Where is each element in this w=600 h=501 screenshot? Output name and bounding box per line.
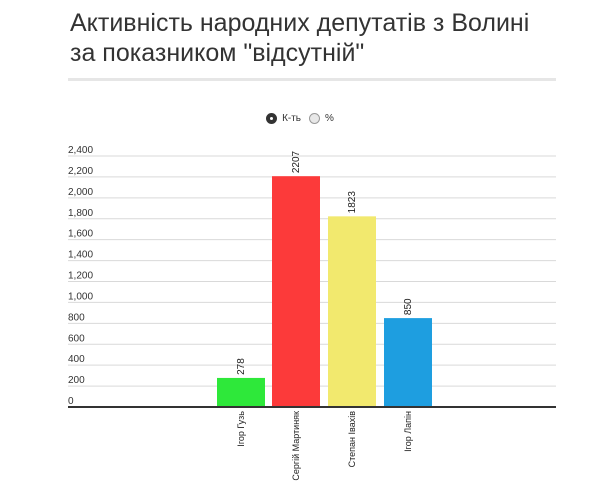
y-tick-label: 0 [68, 396, 74, 407]
category-label: Сергій Мартиняк [291, 411, 301, 481]
y-tick-label: 1,400 [68, 250, 93, 261]
chart-title: Активність народних депутатів з Волині з… [70, 9, 530, 67]
data-label: 850 [403, 298, 414, 315]
radio-unselected-icon[interactable] [309, 112, 321, 124]
bar [384, 318, 432, 407]
y-tick-label: 1,200 [68, 271, 93, 282]
category-label: Степан Івахів [347, 411, 357, 468]
radio-selected-icon[interactable] [266, 112, 278, 124]
category-label: Ігор Гузь [236, 411, 246, 447]
y-tick-label: 2,200 [68, 166, 93, 177]
y-tick-label: 800 [68, 312, 85, 323]
bar [328, 216, 376, 407]
y-tick-label: 1,800 [68, 208, 93, 219]
y-tick-label: 600 [68, 333, 85, 344]
toggle-label-count: К-ть [282, 112, 302, 124]
toggle-option-count[interactable]: К-ть [266, 112, 302, 124]
bar [272, 176, 320, 407]
title-divider [68, 78, 556, 81]
y-tick-label: 1,000 [68, 291, 93, 302]
y-tick-label: 2,000 [68, 187, 93, 198]
y-tick-label: 1,600 [68, 229, 93, 240]
toggle-label-percent: % [325, 112, 334, 124]
category-label: Ігор Лапін [403, 411, 413, 452]
y-tick-label: 2,400 [68, 145, 93, 156]
metric-toggle: К-ть % [0, 108, 600, 128]
y-tick-label: 200 [68, 375, 85, 386]
data-label: 278 [236, 358, 247, 375]
data-label: 2207 [291, 151, 302, 174]
data-label: 1823 [347, 191, 358, 214]
bar [217, 377, 265, 407]
toggle-option-percent[interactable]: % [309, 112, 334, 124]
y-tick-label: 400 [68, 354, 85, 365]
